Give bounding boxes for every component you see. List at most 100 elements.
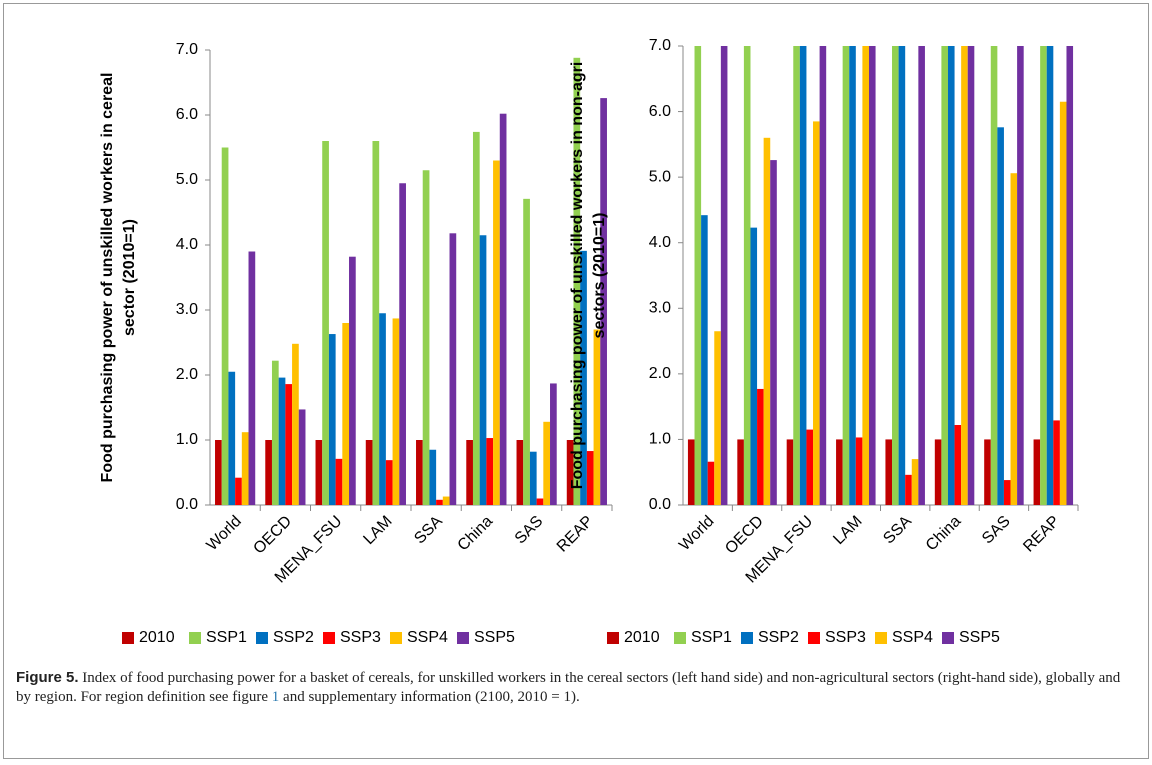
y-axis-label: sector (2010=1) [121, 219, 138, 336]
bar [449, 233, 457, 506]
bar [292, 343, 299, 505]
bar [947, 46, 955, 505]
bar [694, 46, 702, 505]
bar [849, 46, 856, 505]
legend-swatch [457, 632, 469, 644]
y-tick-label: 3.0 [649, 300, 671, 317]
bar [593, 329, 601, 505]
bar [322, 141, 329, 505]
bar [516, 440, 524, 505]
legend-swatch [390, 632, 402, 644]
bar [379, 313, 386, 505]
bar [714, 331, 721, 505]
caption-label: Figure 5. [16, 669, 79, 686]
y-tick-label: 5.0 [176, 171, 198, 188]
bar [221, 147, 229, 505]
x-tick-label: SSA [880, 513, 915, 548]
legend-swatch [323, 632, 335, 644]
bar [315, 440, 323, 505]
bar [215, 440, 222, 505]
bar [1053, 420, 1060, 505]
bar [997, 127, 1004, 506]
x-tick-label: World [204, 513, 245, 554]
legend-label: 2010 [139, 629, 175, 646]
bar [1033, 439, 1041, 505]
y-axis-label: Food purchasing power of unskilled worke… [569, 62, 586, 490]
bar [399, 183, 406, 505]
bar [392, 318, 400, 505]
y-tick-label: 2.0 [176, 366, 198, 383]
bar [385, 460, 393, 505]
bar [573, 57, 581, 506]
bar [486, 438, 494, 505]
caption-link[interactable]: 1 [271, 689, 280, 705]
bar [248, 251, 256, 505]
figure-frame [3, 3, 1149, 759]
legend-swatch [741, 632, 753, 644]
bar [523, 198, 530, 505]
bar [429, 449, 437, 505]
x-tick-label: OECD [250, 513, 295, 558]
legend-swatch [674, 632, 686, 644]
bar [479, 235, 487, 505]
bar [763, 137, 771, 506]
legend-label: SSP1 [206, 629, 247, 646]
y-tick-label: 5.0 [649, 168, 671, 185]
x-tick-label: LAM [830, 513, 865, 548]
bar [436, 499, 443, 505]
x-tick-label: World [676, 513, 717, 554]
bar [271, 360, 279, 505]
bar [235, 477, 242, 505]
y-tick-label: 1.0 [176, 431, 198, 448]
bar [278, 377, 286, 505]
y-axis-label: Food purchasing power of unskilled worke… [99, 73, 116, 483]
y-tick-label: 7.0 [176, 41, 198, 58]
bar [793, 46, 800, 505]
legend-swatch [942, 632, 954, 644]
bar [941, 46, 948, 505]
bar [285, 384, 293, 505]
x-tick-label: China [455, 513, 497, 555]
bar [984, 439, 991, 505]
bar [842, 46, 850, 505]
bar [1046, 46, 1054, 505]
bar [1066, 46, 1074, 505]
y-tick-label: 6.0 [649, 103, 671, 120]
bar [550, 383, 557, 505]
bar [918, 46, 925, 505]
bar [757, 388, 764, 505]
bar [770, 160, 777, 505]
bar [892, 46, 899, 505]
bar [472, 131, 480, 505]
legend-label: SSP3 [825, 629, 866, 646]
legend-label: SSP5 [474, 629, 515, 646]
y-tick-label: 1.0 [649, 431, 671, 448]
legend-label: SSP1 [691, 629, 732, 646]
y-tick-label: 3.0 [176, 301, 198, 318]
legend-label: SSP4 [892, 629, 933, 646]
bar [836, 439, 843, 505]
legend-label: SSP2 [758, 629, 799, 646]
x-tick-label: REAP [554, 513, 597, 556]
bar [580, 250, 587, 505]
bar [372, 141, 380, 505]
bar [529, 451, 537, 505]
bar [600, 98, 607, 505]
bar [954, 425, 962, 505]
y-tick-label: 0.0 [176, 496, 198, 513]
bar [898, 46, 906, 505]
bar [819, 46, 827, 505]
bar [1059, 101, 1067, 505]
legend-swatch [189, 632, 201, 644]
bar [990, 46, 998, 505]
x-tick-label: SAS [979, 513, 1014, 548]
chart: 0.0 1.0 2.0 3.0 4.0 5.0 6.0 7.0 Food purchasing … [99, 37, 1079, 646]
bar [365, 440, 373, 505]
bar [855, 437, 863, 505]
bar [493, 160, 500, 505]
caption: Figure 5. Index of food purchasing power… [16, 668, 1131, 707]
bar [1010, 173, 1018, 506]
bar [1017, 46, 1024, 505]
bar [961, 46, 968, 505]
bar [806, 429, 814, 505]
